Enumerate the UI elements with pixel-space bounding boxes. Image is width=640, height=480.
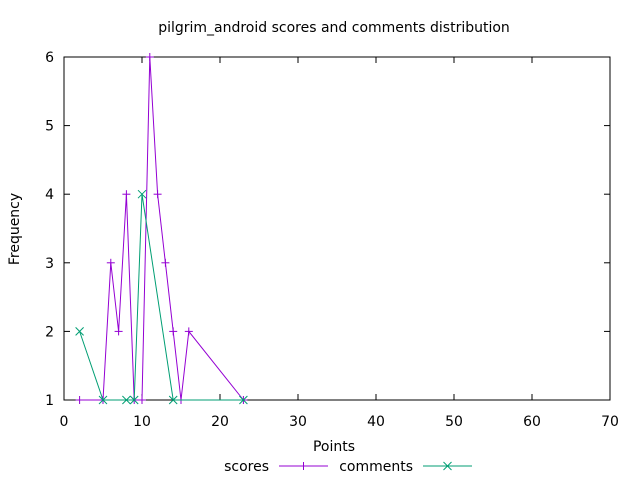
y-tick-label: 3 xyxy=(45,256,54,272)
data-point-comments xyxy=(129,395,139,405)
data-point-scores xyxy=(75,396,84,404)
x-tick-label: 30 xyxy=(289,414,307,430)
y-tick-label: 5 xyxy=(45,119,54,135)
data-point-comments xyxy=(239,395,248,405)
legend-marker-scores xyxy=(299,462,308,470)
data-point-comments xyxy=(137,189,147,199)
y-axis-label: Frequency xyxy=(7,193,23,265)
plot-frame xyxy=(63,56,611,401)
x-axis-ticks: 0 10 20 30 40 50 60 70 xyxy=(60,57,619,430)
data-point-scores xyxy=(184,327,193,336)
x-axis-label: Points xyxy=(313,439,355,455)
data-point-scores xyxy=(106,258,115,267)
legend-label-scores: scores xyxy=(224,459,269,475)
data-point-scores xyxy=(153,190,162,199)
data-point-scores xyxy=(138,396,146,404)
legend-sample-scores xyxy=(279,462,328,470)
data-point-scores xyxy=(114,327,123,336)
x-tick-label: 40 xyxy=(367,414,385,430)
legend: scores comments xyxy=(224,459,472,475)
y-tick-label: 1 xyxy=(45,393,54,409)
x-tick-label: 20 xyxy=(211,414,229,430)
legend-sample-comments xyxy=(423,461,472,471)
x-tick-label: 0 xyxy=(60,414,69,430)
data-point-comments xyxy=(75,327,84,336)
series-layer xyxy=(75,53,248,405)
y-tick-label: 4 xyxy=(45,187,54,203)
x-tick-label: 10 xyxy=(133,414,151,430)
x-tick-label: 70 xyxy=(601,414,619,430)
data-point-comments xyxy=(98,395,108,405)
chart-title: pilgrim_android scores and comments dist… xyxy=(158,20,510,36)
legend-label-comments: comments xyxy=(339,459,413,475)
legend-marker-comments xyxy=(443,461,452,471)
data-point-comments xyxy=(122,395,131,405)
data-point-scores xyxy=(145,53,154,61)
y-tick-label: 2 xyxy=(45,324,54,340)
data-point-comments xyxy=(168,395,178,405)
x-tick-label: 50 xyxy=(445,414,463,430)
series-line-scores xyxy=(79,56,244,401)
data-point-scores xyxy=(122,190,131,199)
data-point-scores xyxy=(169,327,178,336)
y-tick-label: 6 xyxy=(45,50,54,66)
data-point-scores xyxy=(161,258,170,267)
y-axis-ticks: 1 2 3 4 5 6 xyxy=(45,50,610,409)
x-tick-label: 60 xyxy=(523,414,541,430)
